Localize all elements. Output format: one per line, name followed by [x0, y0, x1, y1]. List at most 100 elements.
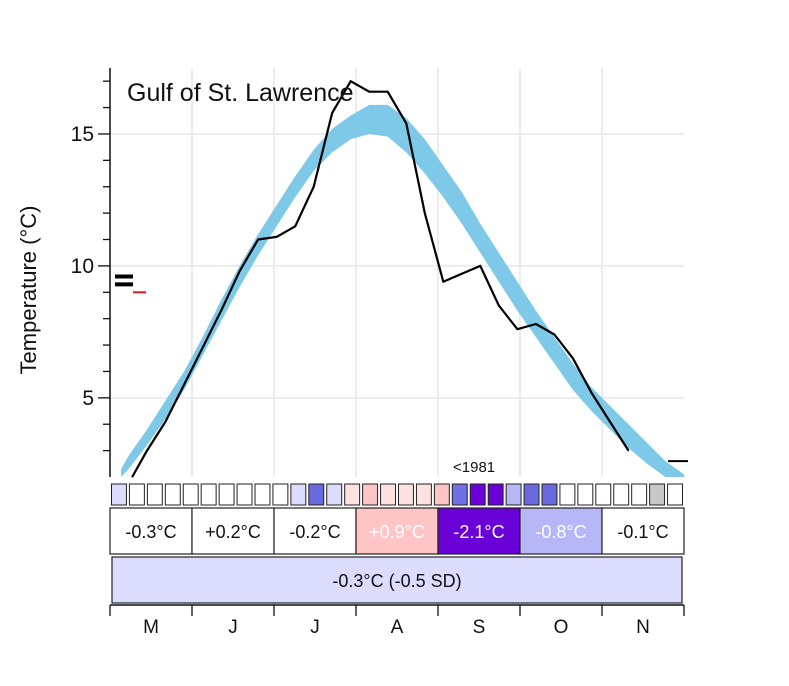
week-cell-31: [667, 483, 683, 506]
observed-point-6: [239, 270, 241, 272]
week-cell-10: [290, 483, 307, 506]
observed-point-9: [294, 225, 296, 227]
week-cell-3: [164, 483, 181, 506]
month-anomaly-value-2: -0.2°C: [289, 522, 340, 542]
season-anomaly-value: -0.3°C (-0.5 SD): [332, 571, 461, 591]
week-cell-15: [380, 483, 396, 506]
observed-point-22: [535, 323, 537, 325]
observed-point-11: [331, 112, 333, 114]
month-label-6: N: [636, 617, 650, 638]
observed-point-25: [590, 391, 593, 394]
monthly-anomaly-row: -0.3°C +0.2°C -0.2°C +0.9°C -2.1°C -0.8°C -0.1…: [109, 507, 685, 555]
y-tick-label-0: 5: [82, 387, 94, 410]
week-cell-4: [182, 483, 199, 506]
month-anomaly-value-4: -2.1°C: [453, 522, 504, 542]
week-cell-2: [146, 483, 163, 506]
observed-point-14: [387, 91, 389, 93]
week-cell-26: [577, 483, 594, 506]
week-cell-30: [649, 483, 666, 506]
observed-point-4: [201, 347, 204, 349]
week-cell-13: [344, 483, 361, 506]
observed-point-24: [572, 357, 574, 359]
week-cell-29: [631, 483, 648, 506]
month-anomaly-cell-5: [519, 507, 603, 555]
week-cell-20: [469, 483, 486, 506]
week-cell-1: [128, 483, 145, 506]
week-cell-18: [433, 483, 450, 506]
observed-point-23: [553, 333, 555, 336]
y-axis-label: Temperature (°C): [16, 206, 41, 375]
week-cell-28: [613, 483, 630, 506]
month-label-1: J: [228, 617, 238, 638]
week-cell-24: [541, 483, 558, 506]
observed-point-19: [479, 265, 481, 267]
observed-point-21: [516, 328, 518, 330]
month-anomaly-cell-2: [273, 507, 357, 555]
week-cell-7: [236, 483, 253, 506]
observed-point-12: [350, 80, 352, 82]
week-cell-8: [254, 483, 271, 506]
month-anomaly-cell-3: [355, 507, 439, 555]
observed-point-15: [405, 122, 407, 125]
axes: 5 10 15: [71, 68, 111, 477]
week-cell-0: [111, 483, 127, 506]
week-cell-27: [595, 483, 612, 506]
annotation-label: <1981: [453, 459, 495, 476]
month-label-5: O: [554, 617, 569, 638]
week-cell-16: [398, 483, 414, 506]
month-anomaly-value-0: -0.3°C: [125, 522, 176, 542]
month-label-2: J: [310, 617, 320, 638]
y-tick-label-2: 15: [71, 123, 94, 146]
month-anomaly-cell-1: [191, 507, 275, 555]
observed-point-8: [276, 236, 278, 238]
observed-point-26: [609, 420, 611, 423]
month-anomaly-value-6: -0.1°C: [617, 522, 668, 542]
observed-point-7: [257, 238, 259, 241]
month-anomaly-cell-6: [601, 507, 685, 555]
week-cell-12: [326, 483, 343, 506]
observed-point-10: [313, 186, 315, 188]
month-label-3: A: [391, 617, 404, 638]
week-cell-25: [559, 483, 576, 506]
month-label-0: M: [143, 617, 159, 638]
observed-point-13: [368, 91, 370, 93]
month-anomaly-value-1: +0.2°C: [205, 522, 261, 542]
observed-point-18: [461, 273, 463, 275]
observed-point-5: [220, 310, 222, 312]
season-anomaly-cell: [111, 556, 683, 604]
week-cell-11: [308, 483, 325, 506]
month-anomaly-value-5: -0.8°C: [535, 522, 586, 542]
week-cell-17: [415, 483, 432, 506]
week-cell-21: [487, 483, 504, 506]
weekly-anomaly-strip: [111, 483, 683, 506]
observed-point-2: [164, 420, 167, 423]
week-cell-6: [218, 483, 235, 506]
observed-line: [131, 80, 630, 477]
observed-point-0: [131, 476, 133, 478]
week-cell-5: [200, 483, 217, 506]
side-markers: [115, 274, 688, 463]
month-label-4: S: [473, 617, 486, 638]
climatology-band: [121, 104, 684, 477]
season-anomaly-row: -0.3°C (-0.5 SD): [111, 556, 683, 604]
observed-point-17: [442, 281, 444, 283]
month-anomaly-cell-0: [109, 507, 193, 555]
week-cell-14: [362, 483, 379, 506]
month-anomaly-value-3: +0.9°C: [369, 522, 425, 542]
observed-point-20: [498, 304, 500, 307]
week-cell-19: [451, 483, 468, 506]
week-cell-23: [523, 483, 540, 506]
week-cell-22: [505, 483, 522, 506]
observed-point-27: [627, 450, 630, 452]
observed-point-3: [183, 384, 185, 386]
y-tick-label-1: 10: [71, 255, 94, 278]
chart-title: Gulf of St. Lawrence: [127, 79, 354, 107]
observed-point-16: [424, 212, 426, 214]
week-cell-9: [272, 483, 289, 506]
climatology-band-area: [121, 104, 684, 477]
month-anomaly-cell-4: [437, 507, 521, 555]
observed-series: [131, 80, 630, 478]
observed-point-1: [146, 450, 148, 452]
